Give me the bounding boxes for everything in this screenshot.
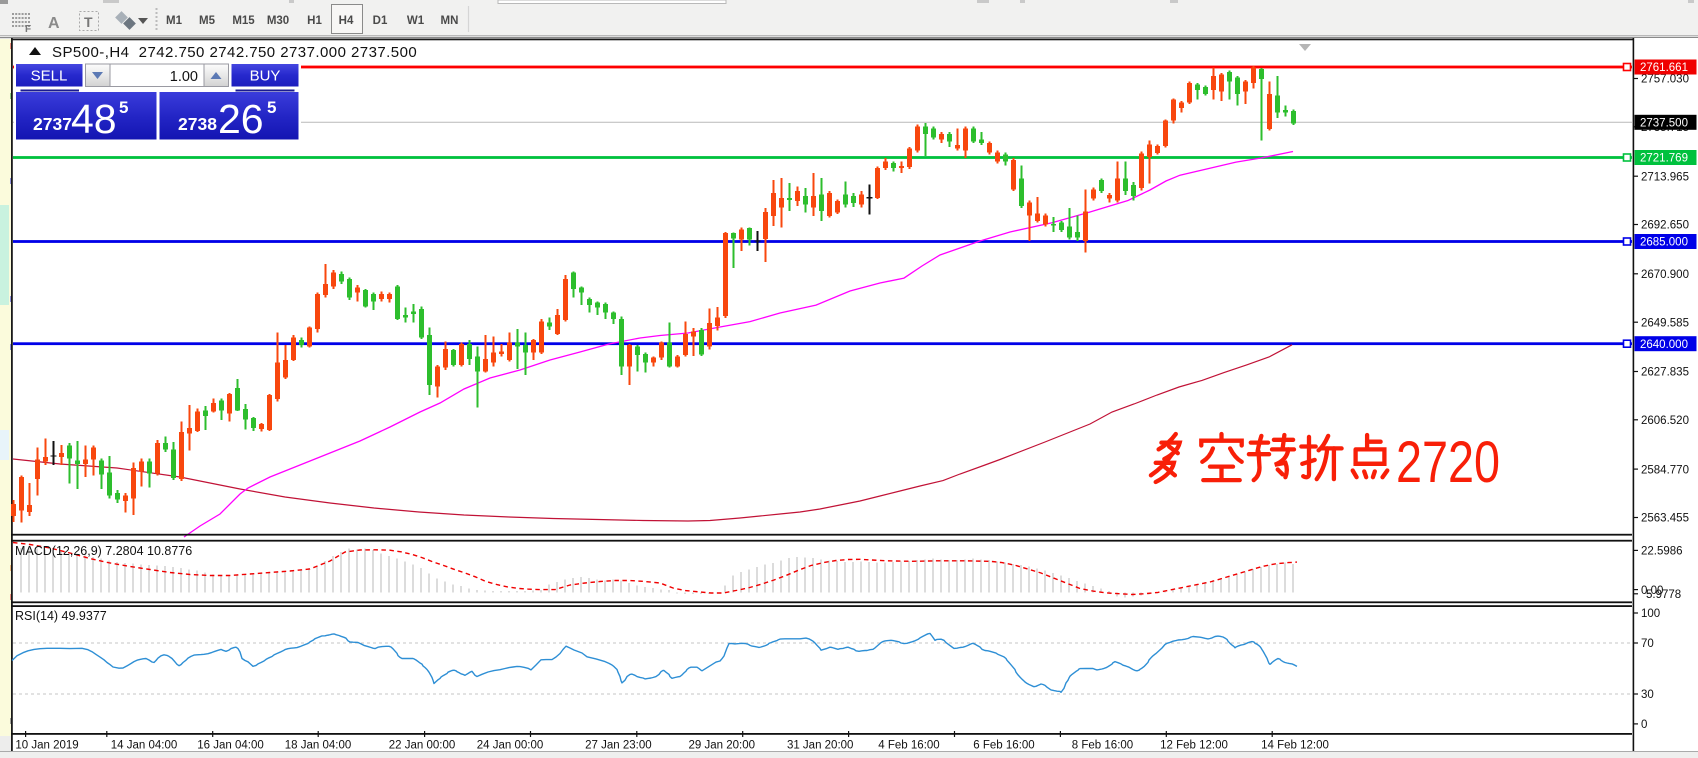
svg-text:2685.000: 2685.000 (1640, 237, 1688, 249)
svg-text:F: F (25, 24, 31, 35)
svg-text:18 Jan 04:00: 18 Jan 04:00 (285, 740, 352, 752)
svg-text:29 Jan 20:00: 29 Jan 20:00 (689, 740, 756, 752)
svg-text:SELL: SELL (31, 68, 68, 85)
svg-text:MN: MN (441, 15, 459, 27)
svg-text:10 Jan 2019: 10 Jan 2019 (15, 740, 78, 752)
svg-text:22.5986: 22.5986 (1641, 546, 1683, 558)
svg-text:2713.965: 2713.965 (1641, 171, 1689, 183)
svg-text:T: T (84, 14, 93, 30)
svg-text:2670.900: 2670.900 (1641, 269, 1689, 281)
svg-text:2761.661: 2761.661 (1640, 62, 1688, 74)
svg-text:2737.500: 2737.500 (1640, 118, 1688, 130)
svg-text:D1: D1 (373, 15, 388, 27)
svg-text:2738: 2738 (178, 114, 217, 134)
svg-text:M5: M5 (199, 15, 216, 27)
svg-text:2563.455: 2563.455 (1641, 513, 1689, 525)
svg-text:H4: H4 (339, 15, 354, 27)
svg-text:2649.585: 2649.585 (1641, 317, 1689, 329)
svg-text:A: A (48, 15, 60, 32)
svg-text:0: 0 (1641, 719, 1647, 731)
svg-text:M30: M30 (267, 15, 289, 27)
svg-text:12 Feb 12:00: 12 Feb 12:00 (1160, 740, 1228, 752)
svg-text:48: 48 (71, 96, 117, 142)
svg-text:2606.520: 2606.520 (1641, 415, 1689, 427)
svg-text:2721.769: 2721.769 (1640, 153, 1688, 165)
svg-text:70: 70 (1641, 638, 1654, 650)
svg-text:14 Jan 04:00: 14 Jan 04:00 (111, 740, 178, 752)
svg-text:16 Jan 04:00: 16 Jan 04:00 (197, 740, 264, 752)
svg-text:W1: W1 (407, 15, 425, 27)
svg-text:1.00: 1.00 (170, 69, 198, 85)
svg-text:2757.030: 2757.030 (1641, 74, 1689, 86)
svg-text:2737: 2737 (33, 114, 72, 134)
svg-text:BUY: BUY (250, 68, 281, 85)
svg-text:2720: 2720 (1396, 430, 1500, 495)
svg-text:30: 30 (1641, 689, 1654, 701)
svg-text:M15: M15 (232, 15, 255, 27)
svg-text:RSI(14) 49.9377: RSI(14) 49.9377 (15, 609, 107, 623)
svg-text:M1: M1 (166, 15, 183, 27)
svg-text:MACD(12,26,9) 7.2804 10.8776: MACD(12,26,9) 7.2804 10.8776 (15, 544, 192, 558)
svg-text:5.9778: 5.9778 (1646, 589, 1681, 601)
svg-text:26: 26 (218, 96, 264, 142)
svg-text:8 Feb 16:00: 8 Feb 16:00 (1072, 740, 1133, 752)
svg-text:5: 5 (267, 98, 276, 117)
svg-text:24 Jan 00:00: 24 Jan 00:00 (477, 740, 544, 752)
svg-text:2692.650: 2692.650 (1641, 220, 1689, 232)
svg-text:6 Feb 16:00: 6 Feb 16:00 (973, 740, 1034, 752)
svg-text:5: 5 (119, 98, 128, 117)
svg-text:H1: H1 (307, 15, 322, 27)
svg-text:14 Feb 12:00: 14 Feb 12:00 (1261, 740, 1329, 752)
svg-text:100: 100 (1641, 608, 1660, 620)
svg-text:2640.000: 2640.000 (1640, 339, 1688, 351)
svg-text:0.00: 0.00 (1641, 585, 1663, 597)
svg-text:27 Jan 23:00: 27 Jan 23:00 (585, 740, 652, 752)
svg-text:SP500-,H4 2742.750 2742.750 2: SP500-,H4 2742.750 2742.750 2737.000 273… (52, 44, 417, 61)
svg-text:2584.770: 2584.770 (1641, 464, 1689, 476)
svg-text:4 Feb 16:00: 4 Feb 16:00 (878, 740, 939, 752)
svg-text:2627.835: 2627.835 (1641, 367, 1689, 379)
svg-text:31 Jan 20:00: 31 Jan 20:00 (787, 740, 854, 752)
svg-text:22 Jan 00:00: 22 Jan 00:00 (389, 740, 456, 752)
